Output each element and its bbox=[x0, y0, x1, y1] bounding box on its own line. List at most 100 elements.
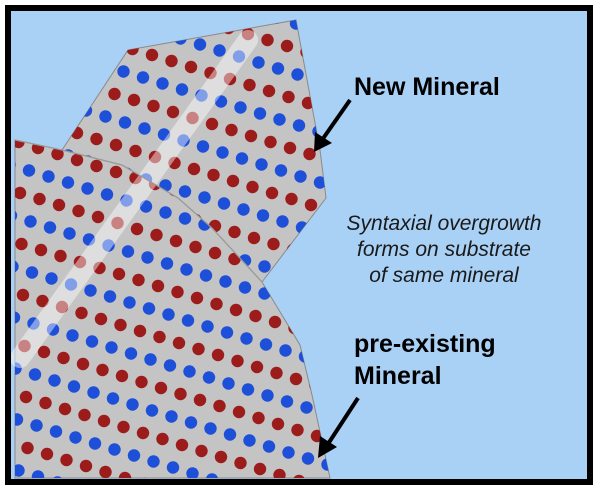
atom bbox=[54, 250, 66, 262]
atom bbox=[167, 106, 179, 118]
atom bbox=[99, 466, 111, 478]
atom bbox=[261, 389, 273, 401]
atom bbox=[117, 65, 129, 77]
atom bbox=[80, 460, 92, 472]
atom bbox=[453, 0, 465, 4]
atom bbox=[113, 268, 125, 280]
atom bbox=[219, 275, 231, 287]
atom bbox=[131, 223, 143, 235]
atom bbox=[288, 0, 300, 6]
atom bbox=[89, 437, 101, 449]
atom bbox=[165, 55, 177, 67]
atom bbox=[497, 485, 509, 490]
atom bbox=[246, 181, 258, 193]
atom bbox=[243, 434, 255, 446]
atom bbox=[17, 289, 29, 301]
atom bbox=[300, 401, 312, 413]
atom bbox=[203, 371, 215, 383]
atom bbox=[125, 0, 137, 4]
atom bbox=[207, 169, 219, 181]
atom bbox=[201, 0, 213, 4]
atom bbox=[252, 412, 264, 424]
atom bbox=[104, 290, 116, 302]
atom bbox=[0, 52, 4, 64]
atom bbox=[84, 284, 96, 296]
atom bbox=[110, 139, 122, 151]
atom bbox=[185, 61, 197, 73]
atom bbox=[179, 185, 191, 197]
atom bbox=[128, 449, 140, 461]
atom bbox=[0, 79, 4, 91]
atom bbox=[255, 158, 267, 170]
atom bbox=[179, 212, 191, 224]
atom bbox=[0, 356, 2, 368]
atom bbox=[96, 364, 108, 376]
atom bbox=[141, 251, 153, 263]
atom bbox=[305, 199, 317, 211]
atom bbox=[234, 457, 246, 469]
atom bbox=[152, 280, 164, 292]
atom bbox=[105, 341, 117, 353]
atom bbox=[303, 148, 315, 160]
atom bbox=[225, 124, 237, 136]
atom bbox=[69, 431, 81, 443]
atom bbox=[137, 71, 149, 83]
atom bbox=[230, 304, 242, 316]
atom bbox=[215, 451, 227, 463]
atom bbox=[254, 107, 266, 119]
atom bbox=[20, 391, 32, 403]
atom bbox=[159, 206, 171, 218]
atom bbox=[21, 442, 33, 454]
atom bbox=[176, 83, 188, 95]
atom bbox=[593, 464, 600, 476]
atom bbox=[213, 400, 225, 412]
atom bbox=[294, 170, 306, 182]
atom bbox=[92, 211, 104, 223]
atom bbox=[33, 193, 45, 205]
atom bbox=[86, 335, 98, 347]
atom bbox=[593, 163, 600, 175]
atom bbox=[249, 310, 261, 322]
atom bbox=[39, 397, 51, 409]
atom bbox=[101, 188, 113, 200]
atom bbox=[132, 274, 144, 286]
atom bbox=[44, 221, 56, 233]
atom bbox=[264, 136, 276, 148]
atom bbox=[596, 238, 600, 250]
atom bbox=[227, 175, 239, 187]
pre-existing-label-line-2: Mineral bbox=[354, 362, 442, 390]
atom bbox=[189, 241, 201, 253]
atom bbox=[59, 403, 71, 415]
caption-line-1: Syntaxial overgrowth bbox=[347, 212, 542, 235]
atom bbox=[153, 331, 165, 343]
atom bbox=[263, 85, 275, 97]
atom bbox=[144, 353, 156, 365]
atom bbox=[260, 338, 272, 350]
atom bbox=[114, 319, 126, 331]
atom bbox=[26, 266, 38, 278]
atom bbox=[167, 461, 179, 473]
atom bbox=[155, 382, 167, 394]
atom bbox=[267, 238, 279, 250]
atom bbox=[143, 302, 155, 314]
atom bbox=[573, 485, 585, 490]
atom bbox=[194, 394, 206, 406]
atom bbox=[63, 227, 75, 239]
atom bbox=[171, 286, 183, 298]
atom bbox=[156, 77, 168, 89]
atom bbox=[201, 320, 213, 332]
atom bbox=[90, 133, 102, 145]
atom bbox=[0, 130, 5, 142]
atom bbox=[95, 313, 107, 325]
atom bbox=[68, 380, 80, 392]
atom bbox=[147, 100, 159, 112]
atom bbox=[168, 485, 180, 490]
caption-line-3: of same mineral bbox=[369, 264, 520, 287]
atom bbox=[192, 343, 204, 355]
atom bbox=[213, 44, 225, 56]
atom bbox=[290, 373, 302, 385]
atom bbox=[212, 349, 224, 361]
atom bbox=[243, 79, 255, 91]
atom bbox=[251, 361, 263, 373]
